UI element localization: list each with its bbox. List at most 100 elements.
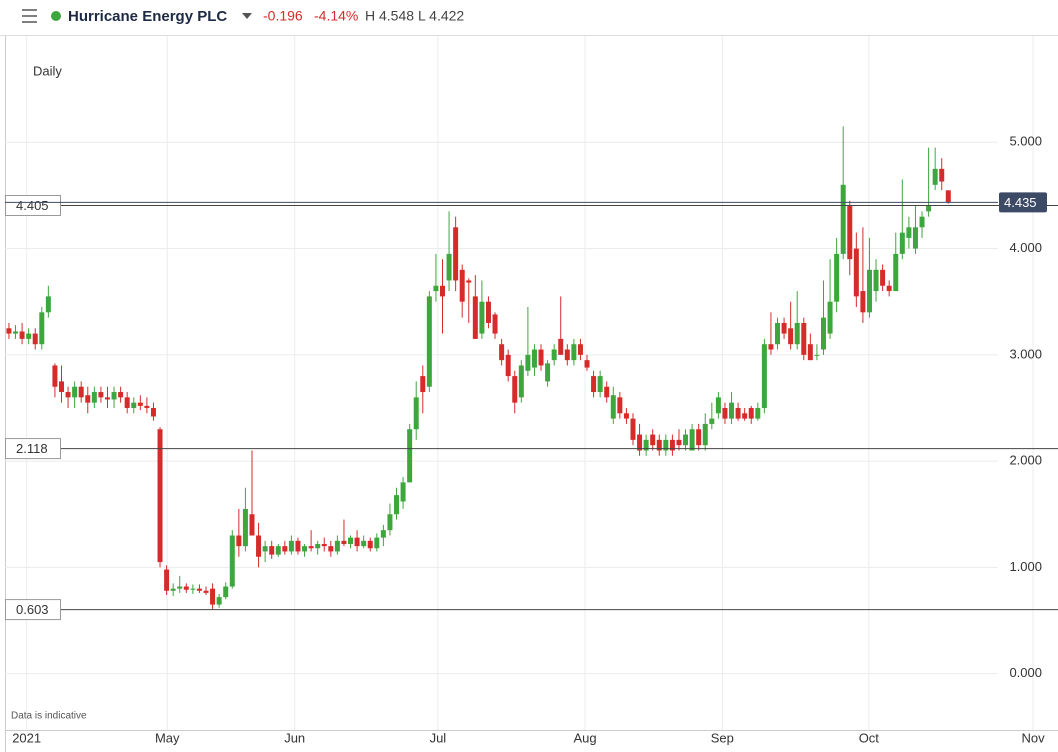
candle-body: [164, 569, 170, 591]
candle-body: [656, 439, 662, 451]
candle-body: [236, 535, 242, 547]
candle-body: [499, 344, 505, 361]
level-box: [5, 438, 61, 460]
candle-body: [531, 349, 537, 368]
candle-body: [216, 597, 222, 605]
dropdown-arrow[interactable]: [242, 13, 252, 19]
menu-icon[interactable]: [22, 9, 37, 23]
candle-body: [551, 349, 557, 361]
y-tick-label: 5.000: [1009, 134, 1042, 149]
candle-body: [945, 190, 951, 203]
candle-body: [32, 333, 38, 345]
candle-body: [387, 514, 393, 531]
candle-body: [729, 402, 735, 419]
candle-body: [788, 328, 794, 345]
last-price-box: [999, 192, 1047, 213]
candle-body: [932, 168, 938, 185]
candle-body: [512, 376, 518, 403]
candle-body: [545, 363, 551, 382]
candle-body: [302, 546, 308, 552]
overlay: 2021 May Jun Jul Aug Sep Oct Nov 0.000 1.000 2.000…: [5, 134, 1058, 745]
candle-body: [170, 588, 176, 591]
candle-body: [150, 407, 156, 417]
candle-body: [663, 439, 669, 451]
candle-body: [262, 546, 268, 552]
level-label: 0.603: [16, 602, 49, 617]
y-tick-label: 4.000: [1009, 240, 1042, 255]
candle-body: [124, 397, 130, 408]
candle-body: [104, 397, 110, 400]
candle-body: [617, 397, 623, 414]
candle-body: [45, 296, 51, 313]
candle-body: [466, 280, 472, 283]
candle-body: [485, 301, 491, 323]
candle-body: [866, 269, 872, 313]
candle-body: [26, 333, 32, 339]
candle-body: [880, 269, 886, 286]
candle-body: [709, 418, 715, 424]
candle-body: [472, 296, 478, 339]
candle-body: [210, 588, 216, 605]
candle-body: [394, 495, 400, 515]
candle-body: [807, 344, 813, 361]
candle-body: [177, 586, 183, 589]
level-label: 2.118: [16, 441, 48, 456]
candle-body: [715, 397, 721, 414]
candle-body: [334, 540, 340, 552]
candle-body: [577, 344, 583, 355]
candle-body: [85, 395, 91, 403]
candle-body: [801, 322, 807, 355]
candle-body: [518, 365, 524, 398]
candle-body: [814, 354, 820, 356]
candle-body: [157, 429, 163, 563]
candle-body: [6, 328, 12, 334]
candle-body: [689, 429, 695, 451]
candle-body: [275, 546, 281, 555]
candle-body: [637, 434, 643, 451]
candle-body: [413, 397, 419, 430]
instrument-title[interactable]: Hurricane Energy PLC: [68, 8, 227, 25]
candle-body: [65, 392, 71, 398]
candle-body: [683, 434, 689, 446]
candle-body: [834, 253, 840, 302]
candle-body: [361, 540, 367, 547]
candle-body: [853, 248, 859, 297]
candle-body: [315, 544, 321, 549]
candle-body: [840, 184, 846, 254]
x-tick-label: Sep: [711, 730, 734, 745]
status-dot: [51, 11, 61, 21]
x-tick-label: Jun: [284, 730, 305, 745]
candle-body: [183, 586, 189, 590]
level-box: [5, 195, 61, 217]
candle-body: [591, 376, 597, 393]
candle-body: [735, 407, 741, 419]
candle-body: [794, 322, 800, 345]
candle-body: [453, 227, 459, 281]
candle-body: [479, 301, 485, 334]
candle-body: [755, 407, 761, 419]
candle-body: [242, 508, 248, 547]
candle-body: [775, 322, 781, 345]
y-tick-label: 3.000: [1009, 346, 1042, 361]
candle-body: [768, 344, 774, 350]
candle-body: [492, 314, 498, 334]
disclaimer: Data is indicative: [11, 711, 87, 722]
candle-body: [939, 168, 945, 182]
candle-body: [893, 253, 899, 292]
candle-body: [407, 429, 413, 483]
day-high: H 4.548: [365, 8, 414, 24]
candle-body: [58, 381, 64, 393]
candle-body: [525, 354, 531, 371]
candle-body: [137, 402, 143, 406]
candle-body: [426, 296, 432, 387]
candle-body: [223, 586, 229, 598]
candle-body: [886, 285, 892, 292]
candle-body: [341, 540, 347, 545]
candle-body: [367, 540, 373, 549]
candle-body: [604, 386, 610, 398]
candle-body: [348, 537, 354, 545]
candle-body: [564, 349, 570, 361]
